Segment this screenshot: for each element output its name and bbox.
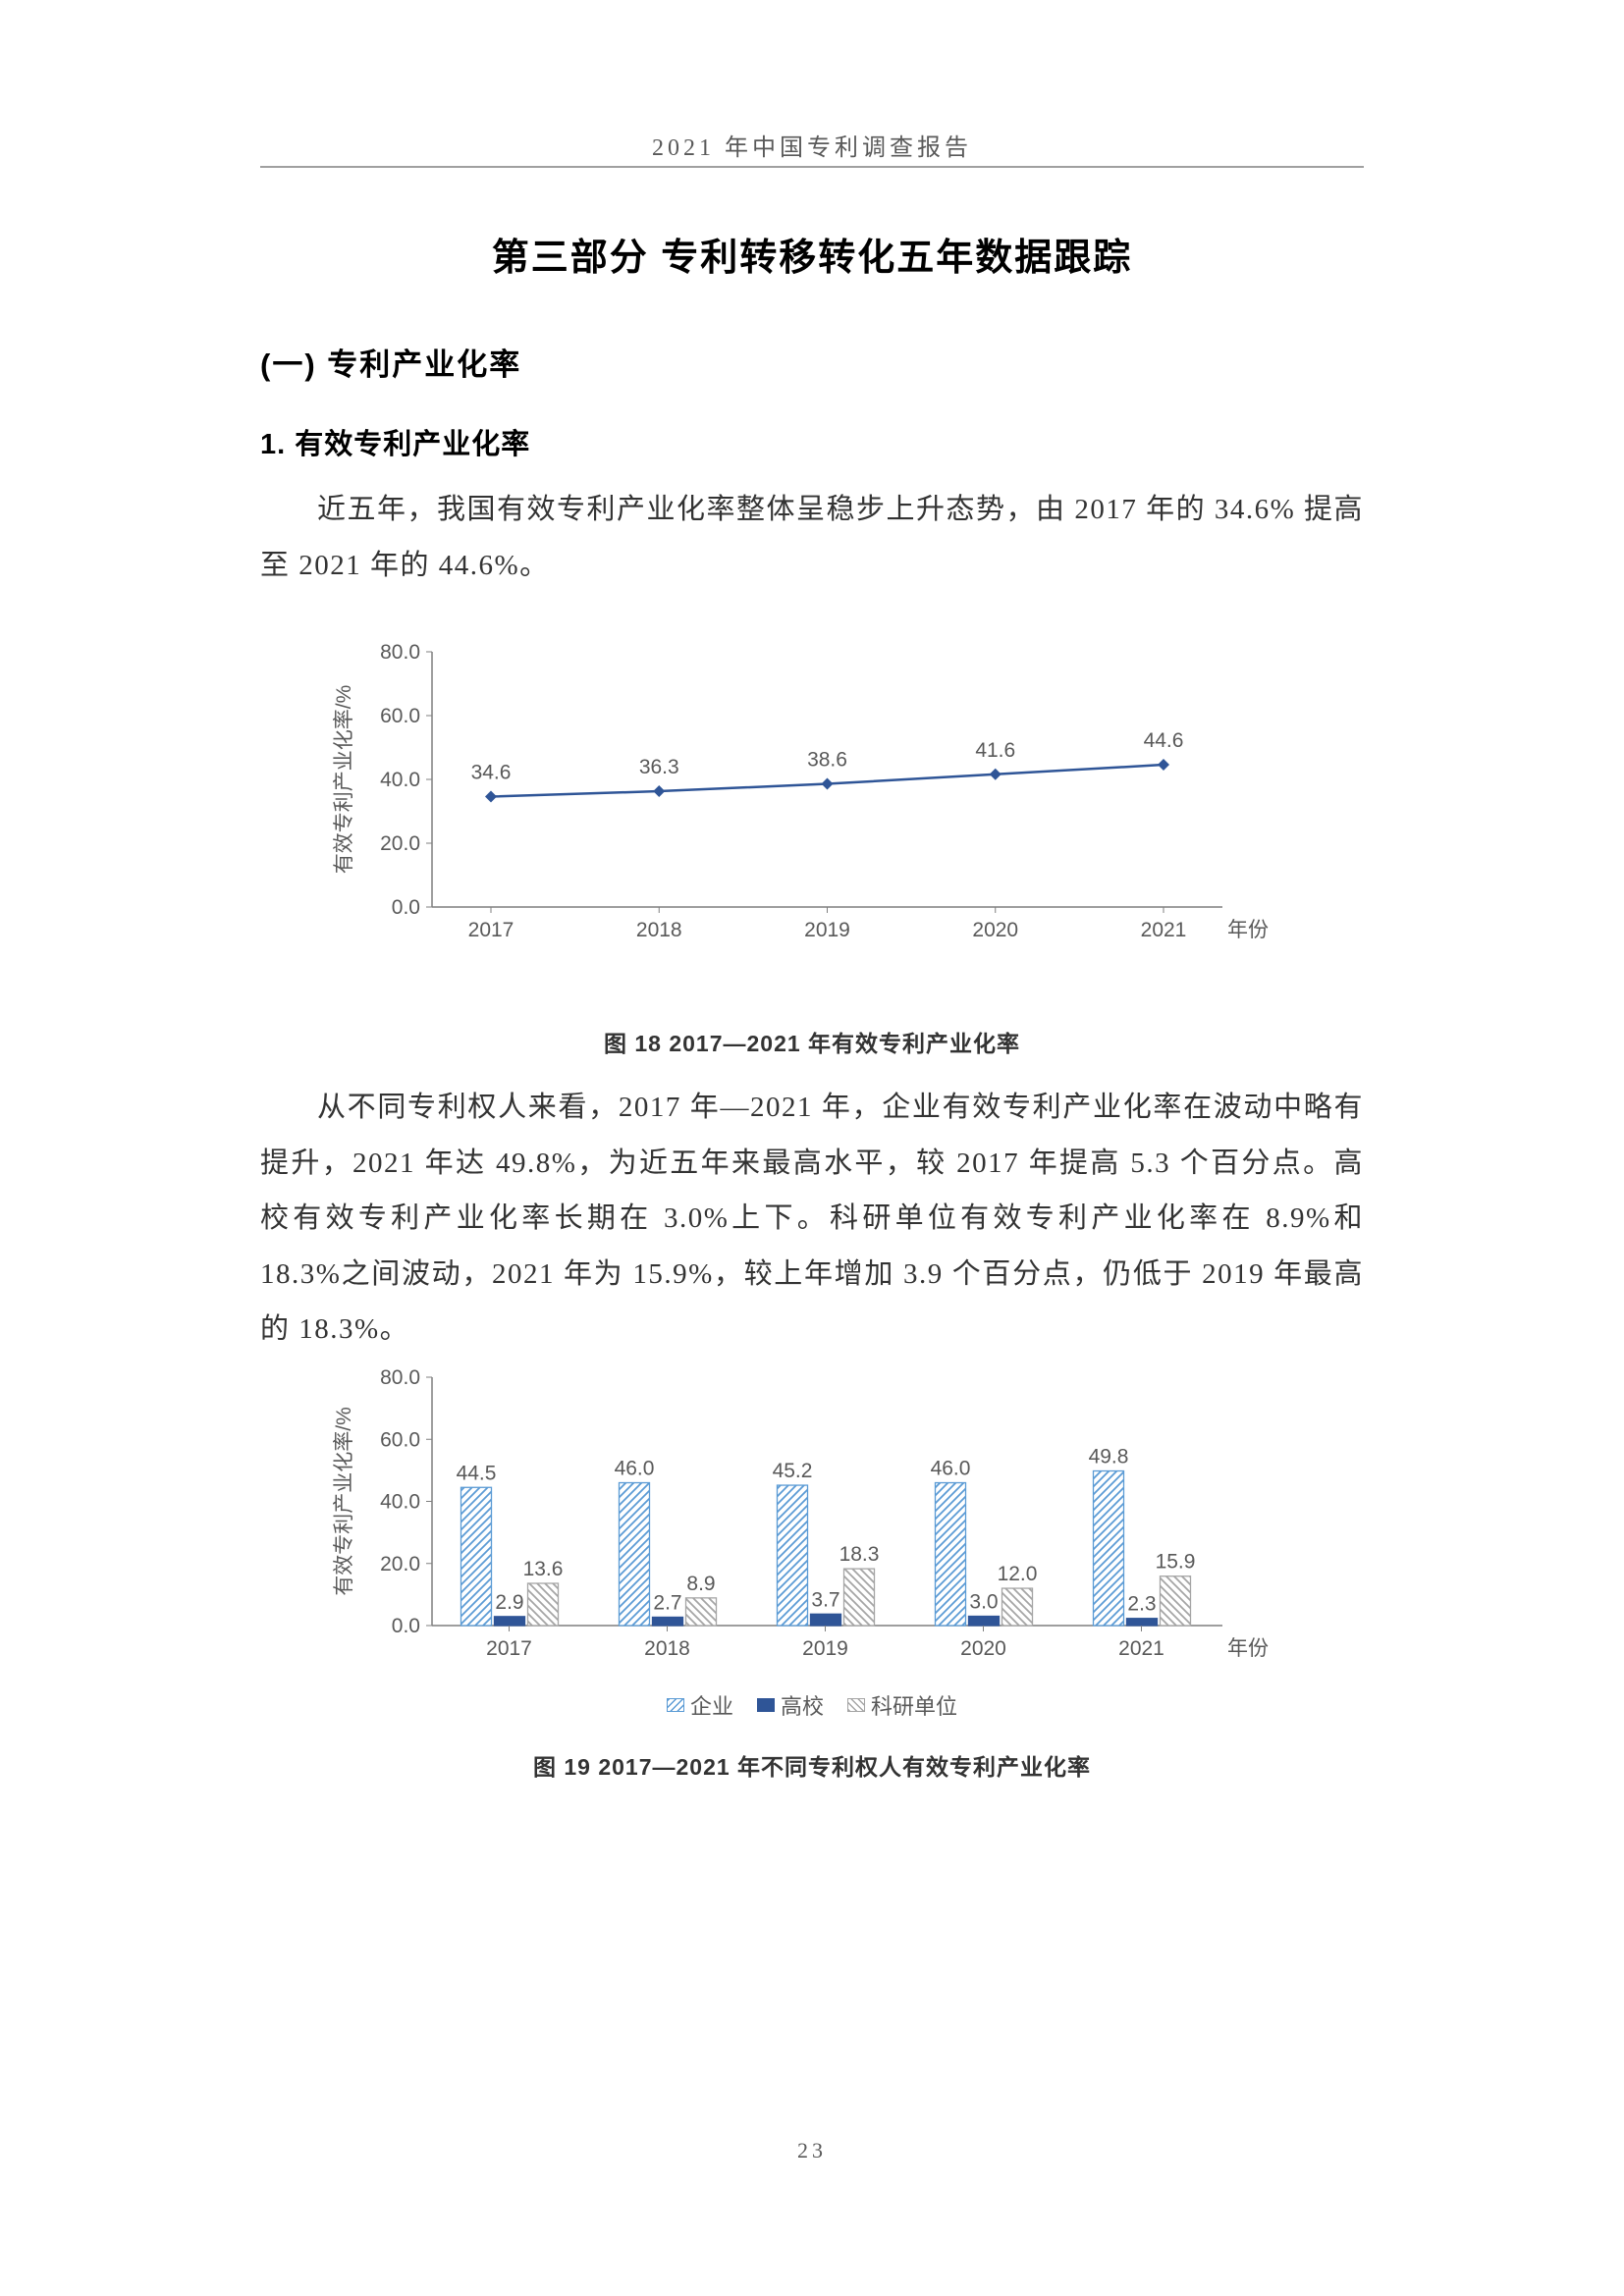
legend-item-高校: 高校 <box>757 1689 824 1721</box>
svg-text:2.7: 2.7 <box>653 1591 681 1614</box>
svg-text:80.0: 80.0 <box>380 1366 420 1389</box>
svg-text:36.3: 36.3 <box>639 756 679 778</box>
subsection-2: 1. 有效专利产业化率 <box>260 421 1364 462</box>
legend-item-科研单位: 科研单位 <box>847 1689 957 1721</box>
svg-text:有效专利产业化率/%: 有效专利产业化率/% <box>333 1407 355 1596</box>
svg-text:2021: 2021 <box>1141 919 1187 941</box>
legend-item-企业: 企业 <box>667 1689 733 1721</box>
legend-label: 企业 <box>690 1689 733 1721</box>
svg-text:15.9: 15.9 <box>1156 1551 1196 1574</box>
svg-text:46.0: 46.0 <box>615 1457 655 1479</box>
svg-text:2021: 2021 <box>1118 1637 1164 1660</box>
svg-text:2020: 2020 <box>960 1637 1006 1660</box>
svg-text:2019: 2019 <box>804 919 850 941</box>
chart-19-legend: 企业 高校 科研单位 <box>260 1689 1364 1721</box>
svg-text:2017: 2017 <box>468 919 514 941</box>
svg-text:18.3: 18.3 <box>839 1543 880 1566</box>
svg-text:12.0: 12.0 <box>998 1563 1038 1585</box>
svg-text:34.6: 34.6 <box>471 762 512 784</box>
chart-19-container: 0.0 20.0 40.0 60.0 80.0 44.5 2.913.6 2017 46.0 2.… <box>319 1365 1364 1675</box>
paragraph-1: 近五年，我国有效专利产业化率整体呈稳步上升态势，由 2017 年的 34.6% … <box>260 482 1364 593</box>
header-rule <box>260 166 1364 168</box>
svg-text:46.0: 46.0 <box>931 1457 971 1479</box>
chart-18: 0.0 20.0 40.0 60.0 80.0 2017 2018 2019 2020 2021 3… <box>319 637 1281 951</box>
svg-text:2020: 2020 <box>972 919 1018 941</box>
legend-label: 科研单位 <box>871 1689 957 1721</box>
svg-text:45.2: 45.2 <box>773 1460 813 1482</box>
svg-text:有效专利产业化率/%: 有效专利产业化率/% <box>333 685 355 875</box>
svg-text:2.9: 2.9 <box>495 1591 523 1614</box>
svg-text:13.6: 13.6 <box>523 1558 564 1580</box>
legend-label: 高校 <box>781 1689 824 1721</box>
svg-text:3.7: 3.7 <box>811 1588 839 1611</box>
svg-text:20.0: 20.0 <box>380 1553 420 1575</box>
svg-text:41.6: 41.6 <box>975 739 1015 762</box>
svg-text:年份: 年份 <box>1227 919 1269 941</box>
figure-19-caption: 图 19 2017—2021 年不同专利权人有效专利产业化率 <box>260 1748 1364 1782</box>
svg-text:44.5: 44.5 <box>457 1462 497 1484</box>
svg-text:38.6: 38.6 <box>807 749 847 772</box>
section-title: 第三部分 专利转移转化五年数据跟踪 <box>260 227 1364 281</box>
svg-text:0.0: 0.0 <box>392 896 420 919</box>
chart-19: 0.0 20.0 40.0 60.0 80.0 44.5 2.913.6 2017 46.0 2.… <box>319 1365 1281 1670</box>
svg-text:20.0: 20.0 <box>380 832 420 855</box>
svg-text:44.6: 44.6 <box>1144 729 1184 752</box>
paragraph-2: 从不同专利权人来看，2017 年—2021 年，企业有效专利产业化率在波动中略有… <box>260 1080 1364 1358</box>
page-number: 23 <box>0 2138 1624 2163</box>
svg-text:3.0: 3.0 <box>969 1590 998 1613</box>
svg-text:40.0: 40.0 <box>380 769 420 791</box>
svg-text:60.0: 60.0 <box>380 705 420 727</box>
svg-text:2.3: 2.3 <box>1127 1593 1156 1616</box>
svg-text:0.0: 0.0 <box>392 1615 420 1637</box>
svg-text:2017: 2017 <box>486 1637 532 1660</box>
svg-text:40.0: 40.0 <box>380 1490 420 1513</box>
svg-text:8.9: 8.9 <box>686 1573 715 1595</box>
figure-18-caption: 图 18 2017—2021 年有效专利产业化率 <box>260 1025 1364 1058</box>
subsection-1: (一) 专利产业化率 <box>260 340 1364 384</box>
svg-text:2018: 2018 <box>644 1637 690 1660</box>
svg-text:80.0: 80.0 <box>380 641 420 664</box>
svg-text:2019: 2019 <box>802 1637 848 1660</box>
svg-text:2018: 2018 <box>636 919 682 941</box>
svg-text:49.8: 49.8 <box>1089 1445 1129 1468</box>
report-header: 2021 年中国专利调查报告 <box>260 128 1364 162</box>
svg-text:年份: 年份 <box>1227 1637 1269 1660</box>
svg-text:60.0: 60.0 <box>380 1428 420 1451</box>
chart-18-container: 0.0 20.0 40.0 60.0 80.0 2017 2018 2019 2020 2021 3… <box>319 637 1364 956</box>
